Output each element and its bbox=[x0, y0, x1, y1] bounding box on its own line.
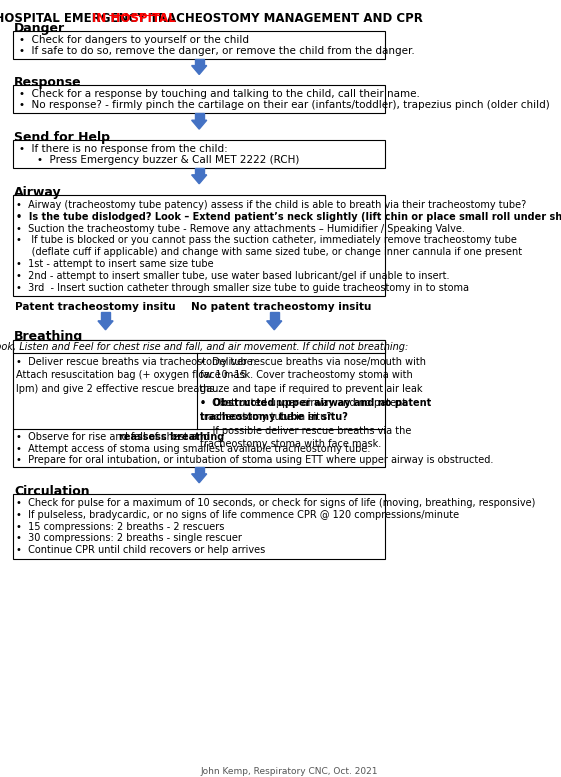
Bar bbox=[270, 312, 279, 321]
Text: •  15 compressions: 2 breaths - 2 rescuers: • 15 compressions: 2 breaths - 2 rescuer… bbox=[16, 521, 224, 531]
Polygon shape bbox=[192, 175, 207, 184]
Text: John Kemp, Respiratory CNC, Oct. 2021: John Kemp, Respiratory CNC, Oct. 2021 bbox=[200, 767, 378, 776]
Bar bbox=[195, 113, 204, 120]
Text: •  Airway (tracheostomy tube patency) assess if the child is able to breath via : • Airway (tracheostomy tube patency) ass… bbox=[16, 200, 526, 210]
Text: •  Suction the tracheostomy tube - Remove any attachments – Humidifier / Speakin: • Suction the tracheostomy tube - Remove… bbox=[16, 224, 465, 234]
Text: •  Prepare for oral intubation, or intubation of stoma using ETT where upper air: • Prepare for oral intubation, or intuba… bbox=[16, 455, 493, 465]
Text: •  Press Emergency buzzer & Call MET 2222 (RCH): • Press Emergency buzzer & Call MET 2222… bbox=[36, 155, 299, 165]
Text: Send for Help: Send for Help bbox=[14, 131, 110, 144]
Text: •  Check for dangers to yourself or the child: • Check for dangers to yourself or the c… bbox=[20, 35, 250, 45]
Text: Breathing: Breathing bbox=[14, 329, 83, 343]
Text: •  If safe to do so, remove the danger, or remove the child from the danger.: • If safe to do so, remove the danger, o… bbox=[20, 46, 415, 56]
Text: •  Check for a response by touching and talking to the child, call their name.: • Check for a response by touching and t… bbox=[20, 89, 420, 99]
Text: •   If tube is blocked or you cannot pass the suction catheter, immediately remo: • If tube is blocked or you cannot pass … bbox=[16, 235, 517, 246]
Bar bbox=[195, 467, 204, 474]
Polygon shape bbox=[192, 120, 207, 129]
Text: •  If there is no response from the child:: • If there is no response from the child… bbox=[20, 144, 228, 154]
Bar bbox=[101, 312, 110, 321]
Text: •  Continue CPR until child recovers or help arrives: • Continue CPR until child recovers or h… bbox=[16, 545, 265, 556]
Bar bbox=[12, 85, 385, 113]
Text: Airway: Airway bbox=[14, 186, 62, 199]
Text: •  30 compressions: 2 breaths - single rescuer: • 30 compressions: 2 breaths - single re… bbox=[16, 534, 242, 543]
Text: Look, Listen and Feel for chest rise and fall, and air movement. If child not br: Look, Listen and Feel for chest rise and… bbox=[0, 342, 408, 352]
Bar bbox=[12, 340, 385, 353]
Text: •  Deliver rescue breaths via nose/mouth with
face mask. Cover tracheostomy stom: • Deliver rescue breaths via nose/mouth … bbox=[200, 357, 426, 394]
Text: reassess breathing: reassess breathing bbox=[119, 432, 224, 442]
Polygon shape bbox=[98, 321, 113, 329]
Text: Response: Response bbox=[14, 76, 81, 89]
Polygon shape bbox=[192, 65, 207, 75]
Bar bbox=[195, 168, 204, 175]
Bar bbox=[12, 340, 385, 467]
Text: •  2nd - attempt to insert smaller tube, use water based lubricant/gel if unable: • 2nd - attempt to insert smaller tube, … bbox=[16, 271, 449, 281]
Bar bbox=[12, 140, 385, 168]
Bar bbox=[195, 58, 204, 65]
Text: IN HOSPITAL EMERGENCY TRACHEOSTOMY MANAGEMENT AND CPR: IN HOSPITAL EMERGENCY TRACHEOSTOMY MANAG… bbox=[0, 12, 422, 25]
Text: •  If pulseless, bradycardic, or no signs of life commence CPR @ 120 compression: • If pulseless, bradycardic, or no signs… bbox=[16, 510, 459, 520]
Text: (deflate cuff if applicable) and change with same sized tube, or change inner ca: (deflate cuff if applicable) and change … bbox=[16, 247, 522, 257]
Text: Patent tracheostomy insitu: Patent tracheostomy insitu bbox=[15, 302, 176, 312]
Polygon shape bbox=[266, 321, 282, 329]
Text: No patent tracheostomy insitu: No patent tracheostomy insitu bbox=[191, 302, 371, 312]
Text: •  Obstructed upper airway and no patent
tracheostomy tube in situ?: • Obstructed upper airway and no patent … bbox=[200, 399, 431, 422]
Text: •  Attempt access of stoma using smallest available tracheostomy tube.: • Attempt access of stoma using smallest… bbox=[16, 444, 370, 454]
Bar bbox=[12, 31, 385, 58]
Text: Circulation: Circulation bbox=[14, 485, 90, 498]
Text: •  Deliver rescue breaths via tracheostomy tube:
Attach resuscitation bag (+ oxy: • Deliver rescue breaths via tracheostom… bbox=[16, 357, 256, 394]
Text: •  Obstructed upper airway and no patent
tracheostomy tube in situ?
    If possi: • Obstructed upper airway and no patent … bbox=[200, 399, 411, 449]
Text: •  1st - attempt to insert same size tube: • 1st - attempt to insert same size tube bbox=[16, 260, 214, 270]
Text: •  No response? - firmly pinch the cartilage on their ear (infants/toddler), tra: • No response? - firmly pinch the cartil… bbox=[20, 100, 550, 110]
Text: •  3rd  - Insert suction catheter through smaller size tube to guide tracheostom: • 3rd - Insert suction catheter through … bbox=[16, 283, 469, 293]
Bar bbox=[12, 195, 385, 296]
Text: •  Is the tube dislodged? Look – Extend patient’s neck slightly (lift chin or pl: • Is the tube dislodged? Look – Extend p… bbox=[16, 211, 561, 221]
Bar bbox=[12, 493, 385, 559]
Polygon shape bbox=[192, 474, 207, 483]
Text: •  Check for pulse for a maximum of 10 seconds, or check for signs of life (movi: • Check for pulse for a maximum of 10 se… bbox=[16, 498, 535, 507]
Text: IN HOSPITAL: IN HOSPITAL bbox=[92, 12, 176, 25]
Text: •  Observe for rise and fall of chest and: • Observe for rise and fall of chest and bbox=[16, 432, 213, 442]
Text: Danger: Danger bbox=[14, 22, 65, 35]
